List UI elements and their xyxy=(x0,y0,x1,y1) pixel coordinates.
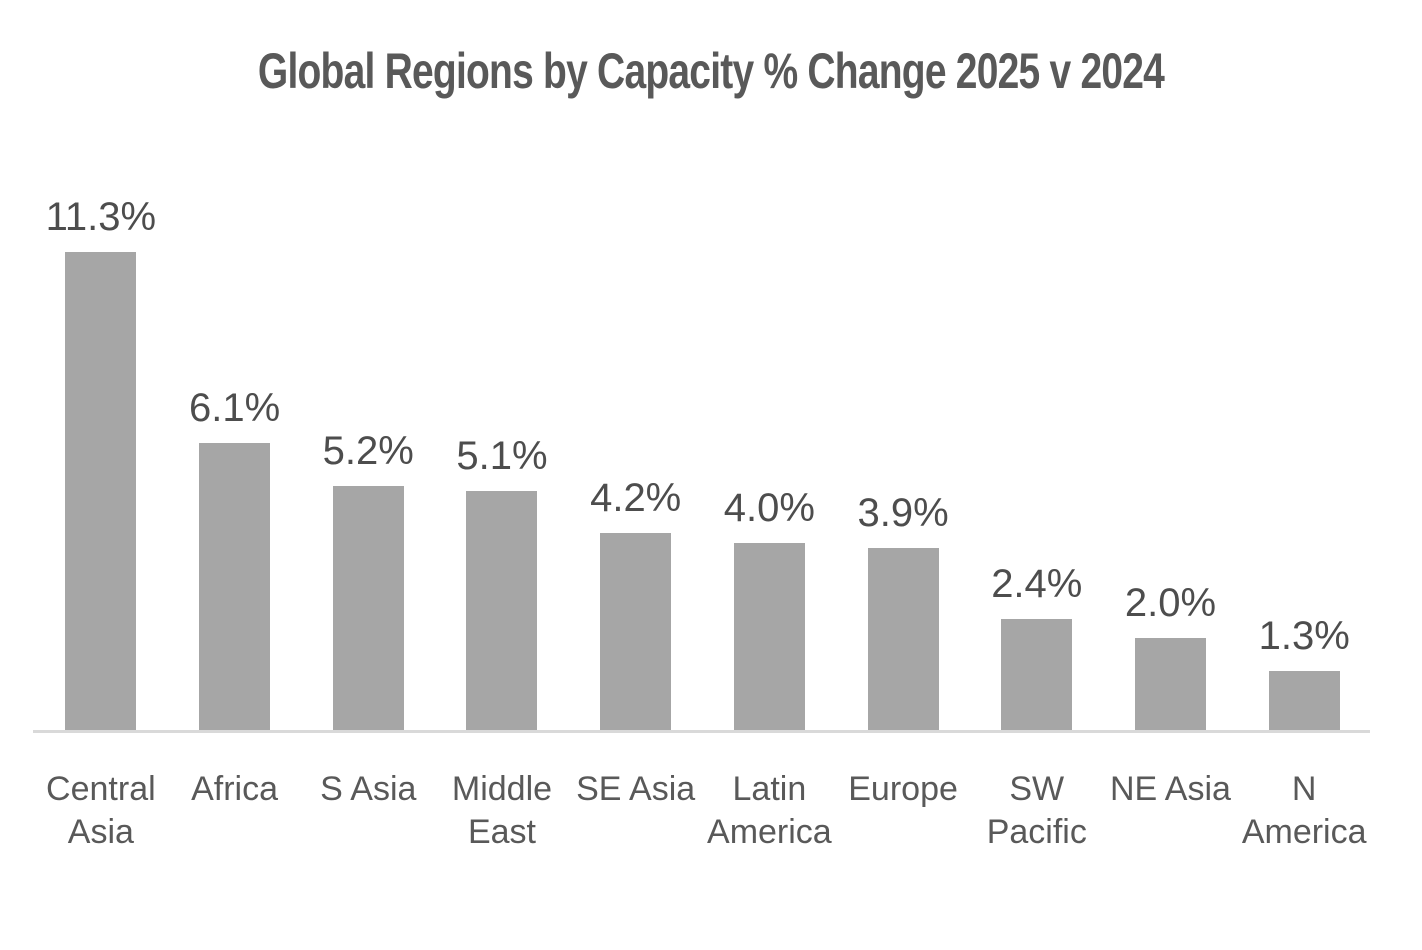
x-axis-label: NE Asia xyxy=(1110,770,1231,808)
bar xyxy=(1268,671,1340,733)
bar-value-label: 5.1% xyxy=(456,433,548,478)
bar-value-label: 6.1% xyxy=(188,386,281,431)
bars-row: 11.3% 6.1% 5.2% 5.1% 4.2% 4.0% 3.9% 2.4% 2.0% 1.3… xyxy=(34,196,1371,733)
bar-value-label: 2.4% xyxy=(991,561,1083,606)
bar-column: 2.4% xyxy=(970,196,1104,733)
bar-column: 4.2% xyxy=(569,196,703,733)
bar-value-label: 5.2% xyxy=(322,428,414,473)
bar-column: 5.1% xyxy=(435,196,569,733)
x-axis-label: Middle East xyxy=(451,770,553,851)
bar xyxy=(332,485,404,733)
bar-value-label: 11.3% xyxy=(45,195,157,239)
bar-column: 4.0% xyxy=(703,196,837,733)
x-axis-label: SE Asia xyxy=(576,770,696,808)
bar xyxy=(600,533,672,733)
bar-column: 2.0% xyxy=(1104,196,1238,733)
x-axis-line xyxy=(33,730,1370,733)
x-axis-label: Europe xyxy=(848,770,958,808)
bar-value-label: 4.2% xyxy=(590,476,682,521)
x-axis-labels: Central Asia Africa S Asia Middle East SE Asia… xyxy=(34,768,1371,854)
bar-value-label: 1.3% xyxy=(1258,614,1350,659)
chart-title: Global Regions by Capacity % Change 2025… xyxy=(257,43,1165,99)
bar-column: 6.1% xyxy=(168,196,302,733)
x-axis-label: SW Pacific xyxy=(986,770,1087,851)
x-axis-label: Latin America xyxy=(707,770,832,851)
bar xyxy=(65,252,137,733)
bar xyxy=(466,490,538,733)
bar-value-label: 3.9% xyxy=(857,490,949,535)
x-axis-label: S Asia xyxy=(320,770,417,808)
bar-value-label: 4.0% xyxy=(723,485,815,530)
x-axis-label: N America xyxy=(1241,770,1367,851)
bar xyxy=(733,542,805,733)
x-axis-label: Africa xyxy=(191,770,279,808)
bar-column: 5.2% xyxy=(301,196,435,733)
bar-column: 3.9% xyxy=(836,196,970,733)
bar xyxy=(1001,618,1073,733)
bar-column: 11.3% xyxy=(34,196,168,733)
bar xyxy=(1134,637,1206,733)
bar xyxy=(199,443,271,733)
bar xyxy=(867,547,939,733)
x-axis-label: Central Asia xyxy=(46,770,156,851)
bar-column: 1.3% xyxy=(1237,196,1371,733)
bar-value-label: 2.0% xyxy=(1124,580,1217,625)
